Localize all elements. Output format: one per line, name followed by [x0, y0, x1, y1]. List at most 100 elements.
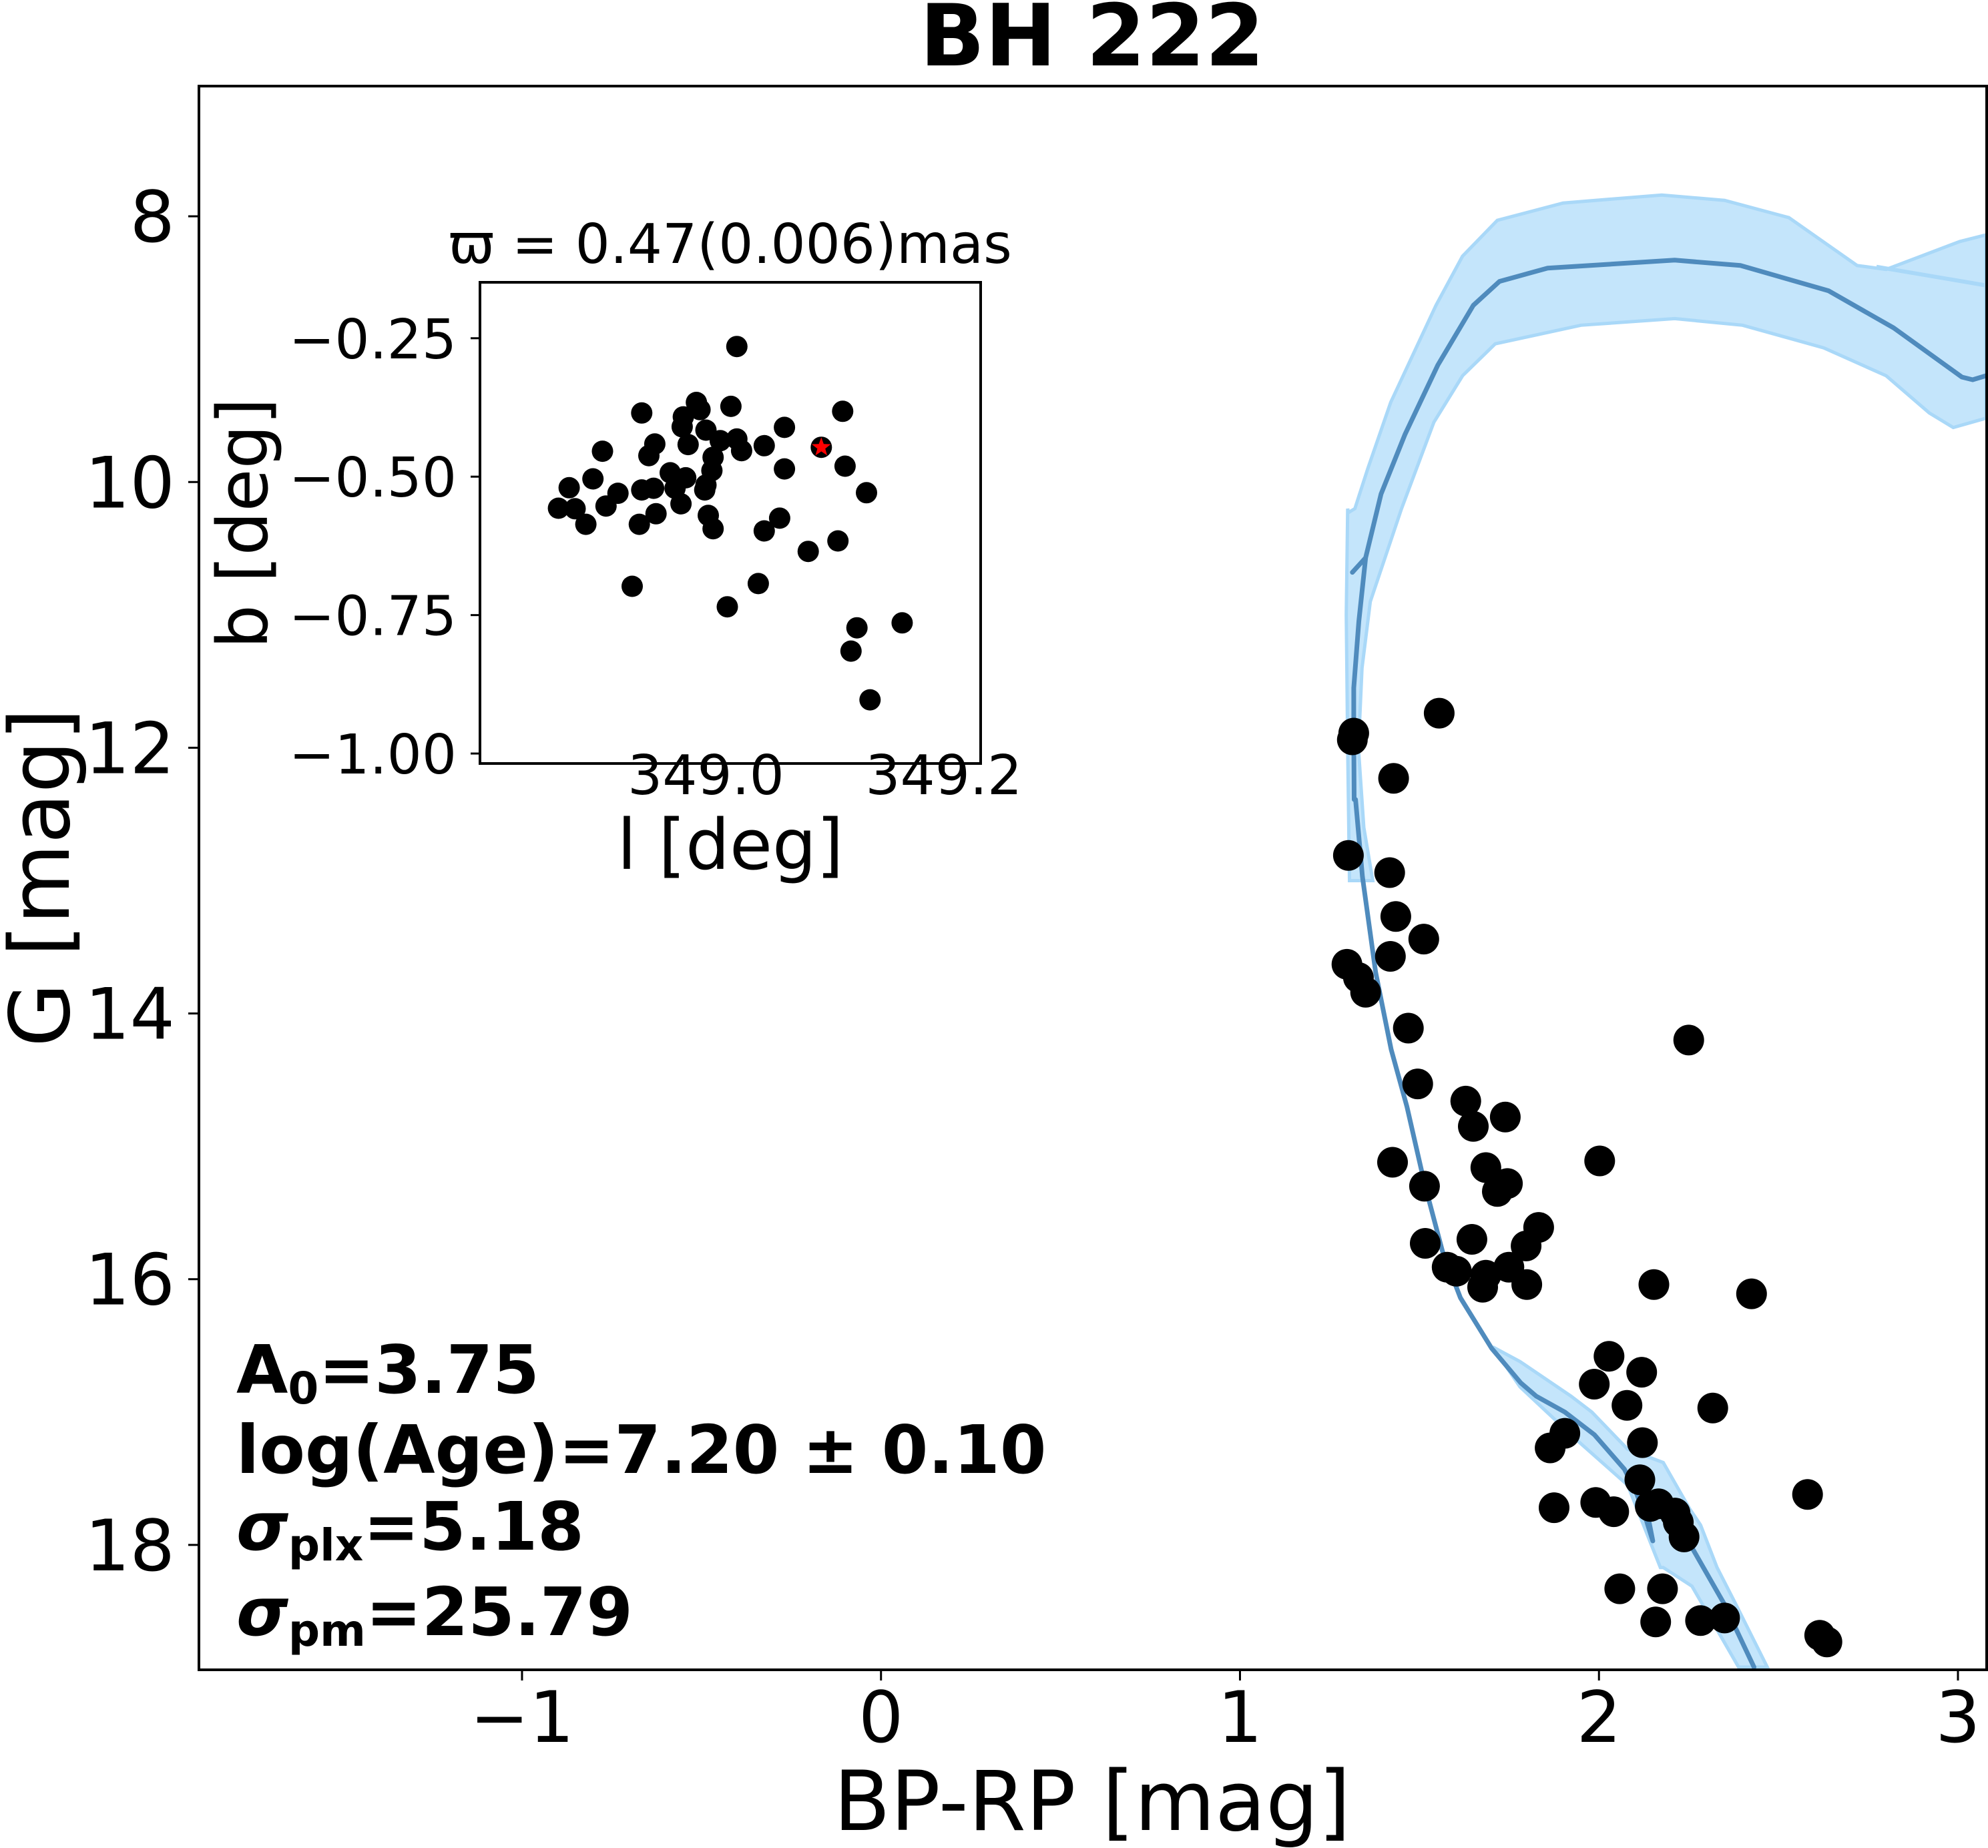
cmd-point — [1736, 1278, 1767, 1309]
main-y-tick-label: 8 — [130, 176, 175, 258]
sigma-pm-symbol: σ — [236, 1573, 289, 1651]
inset-point — [582, 468, 604, 490]
cmd-point — [1673, 1024, 1704, 1056]
cmd-point — [1332, 840, 1364, 871]
inset-point — [753, 520, 775, 542]
cmd-point — [1792, 1479, 1823, 1510]
inset-point — [827, 530, 849, 552]
inset-scatter-points — [547, 336, 913, 711]
extinction-symbol: A — [236, 1331, 288, 1409]
cmd-point — [1375, 941, 1406, 972]
sigma-pm-subscript: pm — [288, 1605, 366, 1656]
inset-x-axis-label: l [deg] — [617, 804, 843, 886]
isochrone-line — [1350, 258, 1987, 1670]
inset-point — [643, 477, 665, 499]
cmd-point — [1467, 1271, 1498, 1303]
fit-annotations: A0=3.75 log(Age)=7.20 ± 0.10 σplx=5.18 σ… — [236, 1331, 1046, 1656]
inset-point — [891, 612, 913, 634]
inset-point — [774, 458, 796, 480]
cmd-point — [1539, 1492, 1569, 1524]
cmd-point — [1402, 1068, 1433, 1100]
main-plot-area — [1331, 193, 1987, 1670]
age-annotation: log(Age)=7.20 ± 0.10 — [236, 1411, 1046, 1489]
inset-point — [753, 434, 775, 456]
inset-point — [622, 575, 643, 597]
inset-point — [631, 402, 653, 424]
cmd-point — [1489, 1101, 1521, 1133]
inset-point — [628, 513, 650, 535]
isochrone-line-group — [1350, 258, 1987, 1670]
inset-y-axis-label: b [deg] — [202, 398, 284, 649]
inset-point — [720, 395, 742, 417]
cmd-point — [1584, 1145, 1616, 1177]
cmd-point — [1709, 1602, 1740, 1634]
sigma-plx-value: =5.18 — [363, 1488, 584, 1566]
cmd-point — [1627, 1427, 1658, 1458]
cmd-point — [1409, 1171, 1440, 1202]
cmd-point — [1640, 1606, 1672, 1638]
inset-title-parallax: ϖ = 0.47(0.006)mas — [449, 213, 1012, 276]
inset-point — [638, 444, 660, 467]
cmd-point — [1624, 1464, 1656, 1496]
inset-plot-area — [547, 336, 913, 711]
cmd-point — [1423, 697, 1455, 729]
main-y-tick-label: 12 — [85, 707, 175, 790]
cmd-point — [1380, 901, 1411, 932]
cmd-point — [1604, 1573, 1636, 1604]
chart-title: BH 222 — [920, 0, 1264, 86]
main-axes-frame — [198, 85, 1988, 1671]
inset-point — [832, 400, 854, 422]
cmd-point — [1626, 1357, 1658, 1388]
cmd-point — [1579, 1369, 1610, 1400]
cmd-point — [1697, 1392, 1728, 1424]
inset-point — [670, 493, 692, 515]
inset-point — [591, 440, 613, 463]
inset-point — [859, 689, 881, 711]
inset-point — [677, 434, 699, 456]
cmd-point — [1350, 976, 1381, 1008]
inset-background — [480, 282, 981, 763]
cmd-point — [1393, 1012, 1424, 1044]
cmd-point — [1535, 1432, 1566, 1464]
inset-point — [840, 640, 862, 662]
main-x-ticks: −1 0 1 2 3 — [470, 1670, 1981, 1759]
inset-point — [846, 617, 868, 639]
cmd-point — [1598, 1496, 1630, 1528]
main-x-axis-label: BP-RP [mag] — [834, 1754, 1350, 1848]
inset-point — [575, 513, 597, 535]
inset-y-tick-label: −1.00 — [289, 723, 457, 787]
inset-point — [671, 416, 693, 438]
inset-point — [694, 479, 716, 501]
inset-point — [768, 507, 790, 529]
sigma-plx-annotation: σplx=5.18 — [236, 1488, 584, 1571]
extinction-value: =3.75 — [318, 1331, 539, 1409]
inset-x-ticks: 349.0 349.2 — [628, 744, 1022, 808]
isochrone-band-upper — [1344, 193, 1987, 882]
inset-point — [564, 498, 586, 520]
cmd-point — [1638, 1269, 1670, 1300]
inset-x-tick-label: 349.0 — [628, 744, 784, 808]
extinction-annotation: A0=3.75 — [236, 1331, 539, 1414]
inset-point — [689, 398, 711, 420]
inset-point — [730, 440, 752, 462]
cmd-point — [1593, 1341, 1625, 1372]
cmd-point — [1456, 1224, 1487, 1255]
cmd-point — [1408, 924, 1439, 955]
cmd-point — [1450, 1085, 1481, 1117]
main-y-tick-label: 14 — [85, 974, 175, 1056]
main-x-tick-label: −1 — [470, 1676, 574, 1759]
cmd-point — [1377, 1147, 1408, 1178]
cmd-point — [1685, 1605, 1716, 1636]
main-y-tick-label: 16 — [85, 1239, 175, 1321]
inset-y-tick-label: −0.25 — [289, 308, 457, 372]
main-y-tick-label: 18 — [85, 1505, 175, 1587]
inset-highlight — [812, 437, 831, 456]
cmd-point — [1410, 1228, 1441, 1259]
cmd-point — [1647, 1573, 1678, 1604]
inset-point — [726, 336, 748, 358]
main-y-ticks: 8 10 12 14 16 18 — [85, 176, 199, 1587]
main-x-tick-label: 1 — [1218, 1676, 1262, 1759]
inset-point — [856, 482, 877, 504]
inset-point — [558, 477, 580, 499]
